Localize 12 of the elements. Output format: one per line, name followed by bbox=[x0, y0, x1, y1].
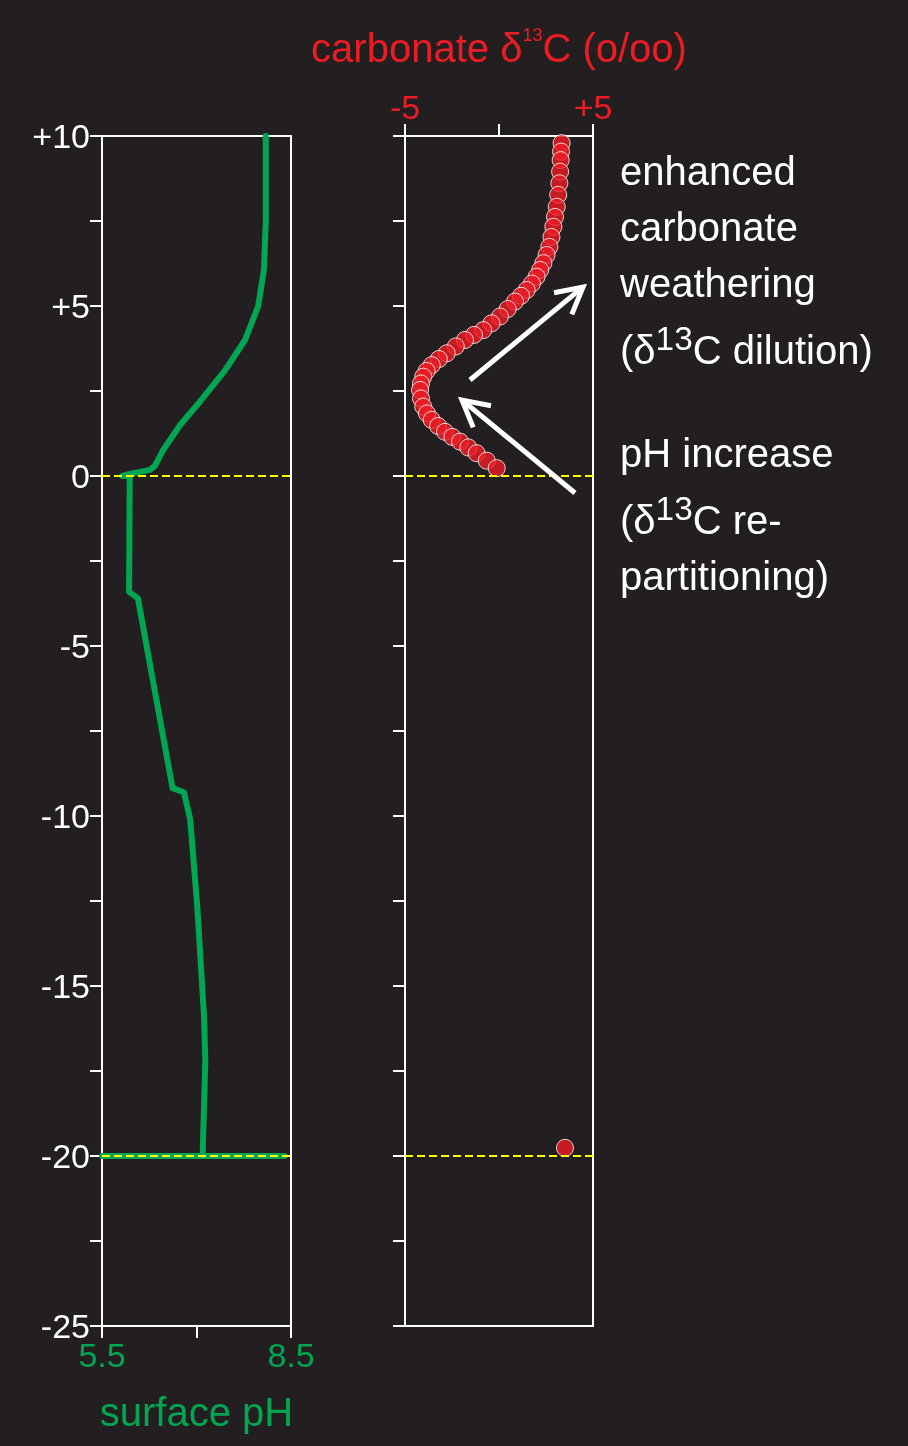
y-tick-label: 0 bbox=[71, 457, 90, 495]
y-tick-label: +5 bbox=[51, 287, 90, 325]
text: enhanced carbonate weathering (δ$^{13}$C dilution) bbox=[620, 148, 874, 375]
x-tick-label: 8.5 bbox=[267, 1336, 315, 1374]
y-tick-label: -5 bbox=[59, 627, 90, 665]
y-tick-label: -15 bbox=[40, 967, 90, 1005]
y-tick-label: +10 bbox=[32, 117, 90, 155]
y-tick-label: -20 bbox=[40, 1137, 90, 1175]
y-tick-label: -10 bbox=[40, 797, 90, 835]
text: pH increase (δ$^{13}$C re-partitioning) bbox=[620, 430, 835, 601]
y-tick-label: -25 bbox=[40, 1307, 90, 1345]
x-axis-title: surface pH bbox=[99, 1390, 294, 1434]
